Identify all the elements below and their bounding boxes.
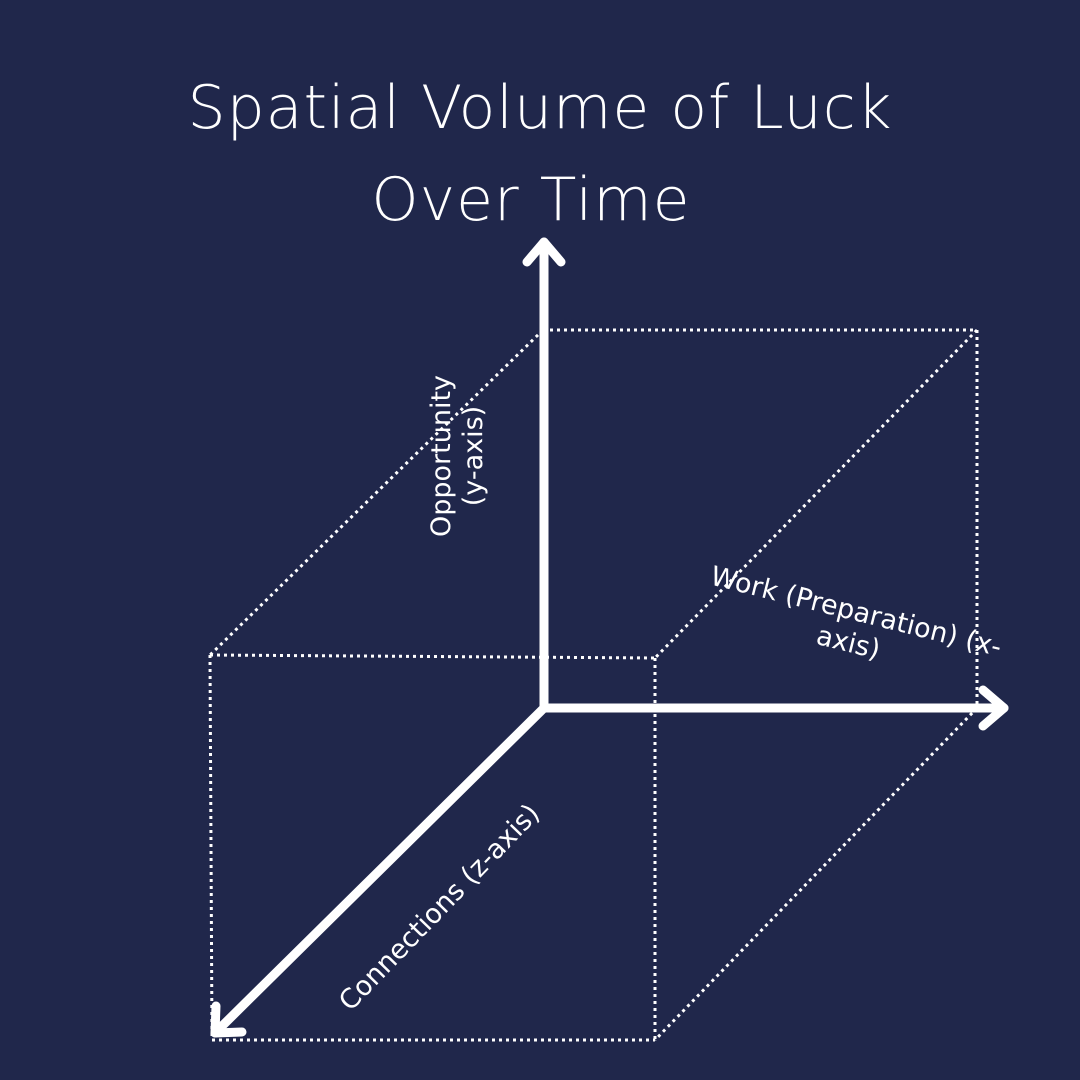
diagram-title: Spatial Volume of Luck Over Time: [0, 62, 1080, 246]
y-axis-arrowhead: [522, 237, 566, 267]
y-axis-label-line-2: (y-axis): [458, 405, 489, 507]
z-axis-arrowhead: [210, 1001, 247, 1038]
cube-depth-bottom-right-edge: [653, 706, 979, 1042]
axes: [210, 237, 1009, 1038]
title-line-1: Spatial Volume of Luck: [187, 73, 893, 143]
x-axis-arrowhead: [978, 685, 1009, 731]
y-axis-label: Opportunity (y-axis): [426, 375, 490, 537]
cube-front-left-edge: [208, 654, 214, 1041]
cube-depth-top-left-edge: [208, 328, 545, 657]
cube-front-top-edge: [209, 653, 656, 660]
y-axis-label-line-1: Opportunity: [426, 374, 457, 538]
dotted-cube: [208, 328, 979, 1042]
z-axis-line: [210, 703, 549, 1038]
title-line-2: Over Time: [371, 165, 691, 235]
